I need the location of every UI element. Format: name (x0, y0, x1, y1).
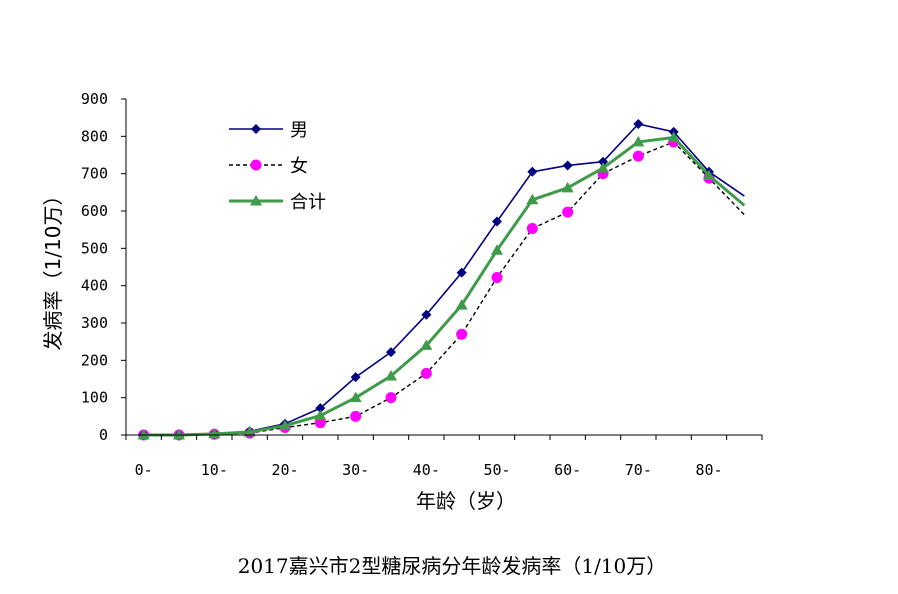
x-tick-label: 10- (201, 461, 228, 479)
x-tick-label: 30- (342, 461, 369, 479)
chart-caption: 2017嘉兴市2型糖尿病分年龄发病率（1/10万） (238, 554, 667, 578)
data-point (561, 181, 574, 193)
series-line (143, 141, 745, 436)
series-line (143, 123, 745, 436)
legend-marker (251, 124, 261, 134)
data-point (314, 409, 327, 421)
x-tick-label: 20- (271, 461, 298, 479)
data-point (527, 166, 538, 177)
data-point (420, 339, 433, 350)
data-point (562, 206, 574, 218)
y-tick-label: 0 (99, 426, 108, 444)
y-axis-label: 发病率（1/10万） (41, 186, 65, 351)
series-total (137, 131, 746, 440)
legend-label: 合计 (290, 192, 326, 213)
data-point (349, 391, 362, 403)
data-point (385, 370, 397, 381)
y-tick-label: 400 (81, 277, 108, 295)
data-point (456, 267, 467, 278)
y-tick-label: 600 (81, 202, 108, 220)
axes: 0 100 200 300 400 500 600 700 800 900 0- 10- 20- 30- 4… (81, 90, 763, 479)
data-point (491, 271, 503, 283)
legend-marker (250, 195, 262, 206)
x-tick-label: 50- (483, 461, 510, 479)
series-female (138, 136, 745, 441)
x-axis-label: 年龄（岁） (416, 489, 516, 513)
data-point (526, 223, 538, 235)
y-tick-label: 500 (81, 239, 108, 257)
data-point (350, 410, 362, 422)
data-point (456, 328, 468, 340)
data-point (491, 244, 503, 255)
legend-label: 男 (290, 120, 308, 141)
data-point (632, 150, 644, 162)
x-tick-label: 0- (135, 461, 153, 479)
y-tick-label: 100 (81, 389, 108, 407)
data-point (315, 403, 326, 414)
data-point (137, 429, 150, 440)
data-point (667, 131, 680, 142)
data-point (562, 160, 573, 171)
x-tick-label: 80- (695, 461, 722, 479)
data-point (633, 119, 644, 130)
x-tick-label: 70- (625, 461, 652, 479)
data-point (455, 299, 468, 310)
data-point (350, 372, 361, 383)
data-point (421, 309, 432, 320)
data-point (386, 347, 396, 358)
data-point (597, 162, 609, 173)
x-tick-label: 40- (413, 461, 440, 479)
data-point (173, 429, 185, 440)
legend-label: 女 (290, 156, 308, 177)
y-tick-label: 200 (81, 351, 108, 369)
data-point (632, 135, 645, 147)
data-point (420, 367, 432, 379)
legend-marker (250, 159, 262, 171)
data-point (703, 169, 715, 181)
data-point (243, 426, 256, 437)
data-point (526, 193, 539, 205)
data-point (279, 419, 291, 431)
y-tick-label: 300 (81, 314, 108, 332)
data-point (208, 427, 221, 439)
y-tick-label: 800 (81, 127, 108, 145)
data-point (598, 156, 608, 167)
y-tick-label: 700 (81, 165, 108, 183)
data-point (385, 392, 397, 404)
series-male (138, 119, 745, 440)
data-point (492, 216, 502, 227)
series-line (143, 135, 746, 437)
x-tick-label: 60- (554, 461, 581, 479)
y-tick-label: 900 (81, 90, 108, 108)
plot-area (137, 119, 746, 441)
